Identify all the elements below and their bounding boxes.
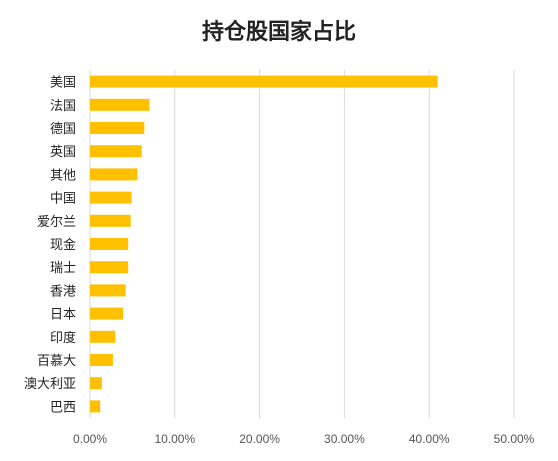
category-label: 澳大利亚 xyxy=(24,376,76,392)
bars xyxy=(90,75,438,413)
chart-title: 持仓股国家占比 xyxy=(201,20,356,45)
bar-0 xyxy=(90,75,438,88)
grid-lines xyxy=(89,70,515,418)
category-label: 爱尔兰 xyxy=(37,215,76,230)
bar-3 xyxy=(90,145,142,158)
x-tick-label: 0.00% xyxy=(73,432,107,446)
bar-13 xyxy=(90,377,102,390)
bar-9 xyxy=(90,284,126,297)
bar-1 xyxy=(90,98,150,111)
x-tick-label: 20.00% xyxy=(239,432,280,446)
bar-6 xyxy=(90,214,131,227)
bar-7 xyxy=(90,238,129,250)
bar-4 xyxy=(90,168,138,181)
bar-12 xyxy=(90,354,113,366)
category-label: 其他 xyxy=(50,168,76,183)
x-tick-label: 50.00% xyxy=(494,432,535,446)
category-label: 中国 xyxy=(50,192,76,207)
category-label: 法国 xyxy=(50,99,76,114)
category-label: 香港 xyxy=(50,284,76,299)
category-label: 英国 xyxy=(50,145,76,160)
category-label: 百慕大 xyxy=(37,354,76,369)
x-tick-label: 40.00% xyxy=(409,432,450,446)
category-label: 德国 xyxy=(50,122,76,137)
category-label: 巴西 xyxy=(50,400,76,415)
x-axis-tick-labels: 0.00% 10.00% 20.00% 30.00% 40.00% 50.00% xyxy=(73,432,535,446)
x-tick-label: 10.00% xyxy=(154,432,195,446)
x-tick-label: 30.00% xyxy=(324,432,365,446)
category-label: 瑞士 xyxy=(50,261,76,276)
bar-11 xyxy=(90,330,116,343)
bar-10 xyxy=(90,307,124,320)
category-label: 印度 xyxy=(50,330,76,346)
bar-14 xyxy=(90,400,101,413)
bar-5 xyxy=(90,191,132,204)
category-label: 美国 xyxy=(50,76,76,91)
bar-8 xyxy=(90,261,129,274)
bar-2 xyxy=(90,122,145,134)
category-label: 日本 xyxy=(50,308,76,323)
category-label: 现金 xyxy=(50,237,76,253)
